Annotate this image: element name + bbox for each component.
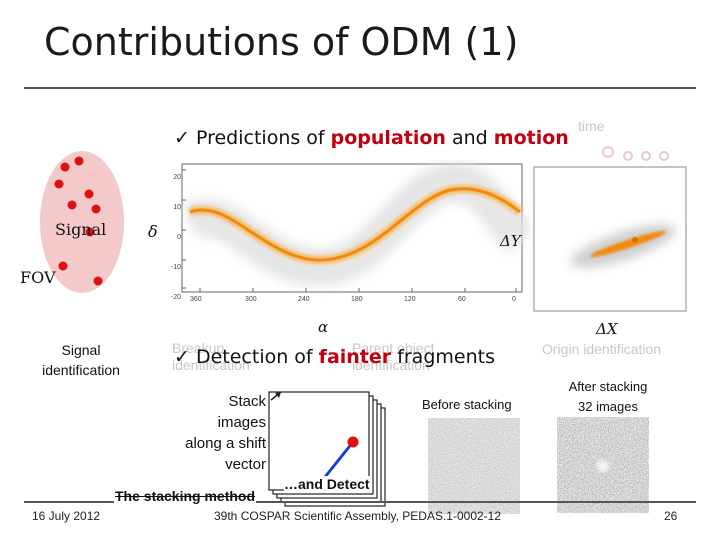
check-icon: ✓ (174, 127, 190, 149)
dY-axis-label: ΔY (500, 232, 521, 250)
check-icon: ✓ (174, 346, 190, 368)
stacking-method-label: The stacking method (114, 488, 257, 504)
x-tick: 0 (512, 296, 516, 303)
fov-label: FOV (20, 268, 56, 287)
y-tick-labels: 20 10 0 -10 -20 (165, 163, 181, 313)
stack-images-text: Stack images along a shift vector (185, 393, 266, 473)
ghost-parent-label: Parent object identification (352, 340, 435, 373)
title-divider (24, 87, 696, 89)
x-tick: 180 (351, 296, 363, 303)
after-stacking-label: After stacking 32 images (568, 379, 648, 414)
ghost-time-label: time (578, 118, 605, 134)
ghost-dots-graphic (602, 146, 669, 161)
y-tick: 10 (173, 204, 181, 211)
y-tick: -20 (170, 294, 181, 301)
x-tick: 60 (458, 296, 466, 303)
stacked-frames-graphic (268, 391, 386, 507)
slide-title: Contributions of ODM (1) (44, 20, 519, 64)
dX-axis-label: ΔX (596, 320, 618, 338)
before-stacking-image (428, 418, 520, 514)
after-stacking-image (557, 417, 649, 513)
footer-date: 16 July 2012 (32, 509, 101, 523)
before-stacking-label: Before stacking (422, 397, 512, 412)
page-number: 26 (664, 509, 678, 523)
signal-label: Signal (55, 220, 107, 239)
and-detect-label: …and Detect (284, 476, 370, 492)
alpha-axis-label: α (318, 318, 329, 336)
x-tick: 300 (245, 296, 257, 303)
x-tick: 120 (404, 296, 416, 303)
orbit-prediction-plot (181, 162, 530, 293)
y-tick: 0 (177, 234, 181, 241)
footer-conference: 39th COSPAR Scientific Assembly, PEDAS.1… (214, 509, 502, 523)
bullet-detection: ✓ Detection of fainter fragments (174, 346, 495, 368)
x-tick: 240 (298, 296, 310, 303)
ghost-origin-label: Origin identification (542, 341, 662, 357)
fov-ellipse-graphic (40, 151, 124, 293)
delta-axis-label: δ (148, 222, 158, 241)
footer-divider (24, 501, 696, 503)
motion-prediction-plot (533, 166, 687, 312)
y-tick: -10 (170, 264, 181, 271)
bullet-predictions: ✓ Predictions of population and motion (174, 127, 569, 149)
y-tick: 20 (173, 174, 181, 181)
ghost-breakup-label: Breakup identification (172, 340, 250, 373)
signal-identification-label: Signal identification (42, 342, 120, 378)
x-tick: 360 (190, 296, 202, 303)
